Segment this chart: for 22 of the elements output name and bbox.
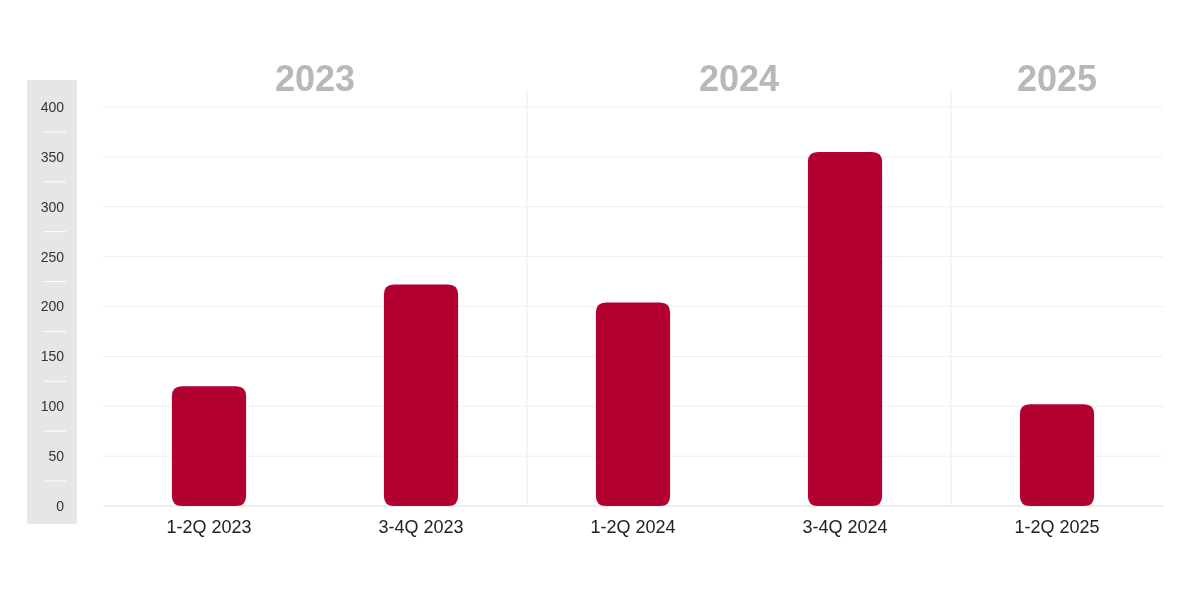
y-tick-label: 100 <box>40 398 65 415</box>
y-tick-label: 350 <box>40 148 65 165</box>
x-tick-label: 1-2Q 2023 <box>166 516 252 537</box>
text: 2024 <box>698 58 780 99</box>
y-tick-label: 300 <box>40 198 65 215</box>
y-tick-label: 200 <box>40 298 65 315</box>
y-tick-label: 50 <box>48 448 65 465</box>
x-tick-label: 3-4Q 2023 <box>378 516 464 537</box>
y-tick-label: 150 <box>40 348 65 365</box>
bar <box>1019 404 1095 506</box>
y-tick-label: 400 <box>40 98 65 115</box>
text: 2023 <box>274 58 356 99</box>
y-tick-label: 250 <box>40 248 65 265</box>
bar <box>171 386 247 506</box>
bar <box>383 284 459 506</box>
text: 2025 <box>1016 58 1098 99</box>
bar <box>807 151 883 506</box>
bar <box>595 302 671 506</box>
x-tick-label: 1-2Q 2025 <box>1014 516 1100 537</box>
x-tick-label: 1-2Q 2024 <box>590 516 676 537</box>
x-tick-label: 3-4Q 2024 <box>802 516 888 537</box>
y-tick-label: 0 <box>56 497 65 514</box>
